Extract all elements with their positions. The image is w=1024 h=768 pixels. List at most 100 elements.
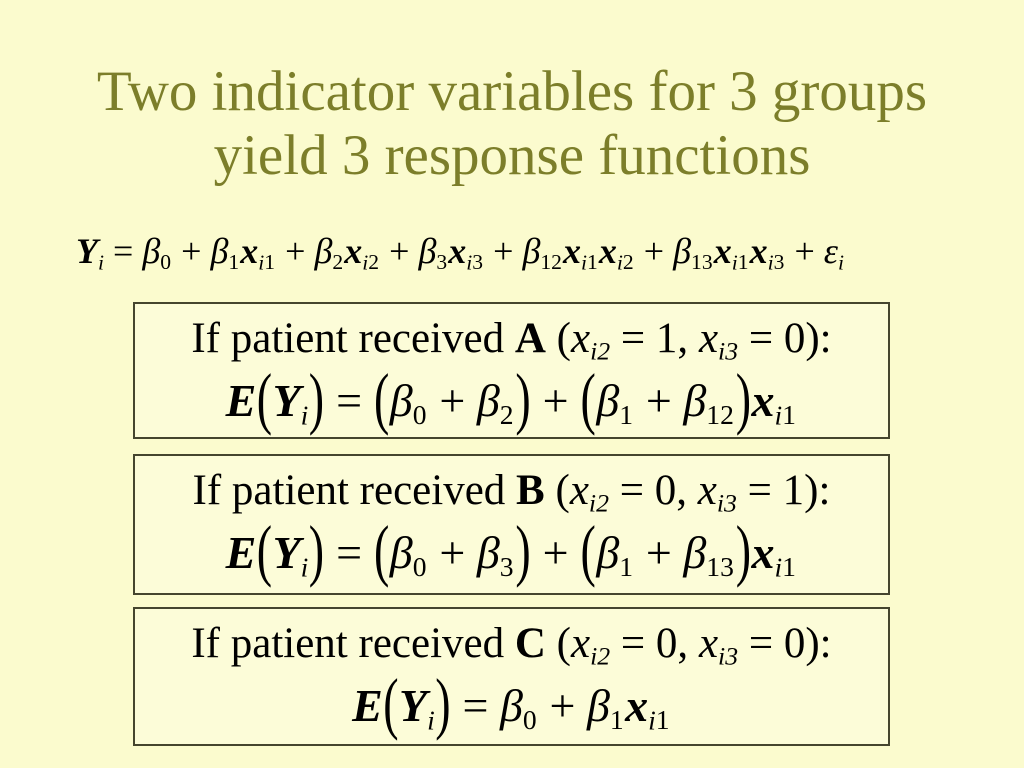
math-token: ( (373, 358, 390, 436)
math-token: i (731, 250, 738, 275)
math-token: 1 (655, 703, 670, 735)
math-token: 1 (619, 398, 634, 430)
math-token: ( (580, 358, 596, 436)
math-token: E (352, 679, 383, 731)
response-equation-b: E(Yi) = (β0 + β3) + (β1 + β13)xi1 (135, 511, 888, 588)
math-token: = 0): (738, 315, 832, 362)
math-token: x (698, 315, 719, 362)
response-equation-c: E(Yi) = β0 + β1xi1 (135, 664, 888, 741)
math-token: x (751, 526, 775, 578)
math-token: + (785, 231, 824, 271)
math-token: If patient received (191, 620, 515, 667)
math-token: ) (308, 510, 325, 588)
math-token: E (225, 526, 257, 578)
math-token: E (225, 374, 257, 426)
math-token: β (142, 231, 161, 271)
math-token: x (563, 231, 582, 271)
math-token: x (749, 231, 768, 271)
main-regression-equation: Yi = β0 + β1xi1 + β2xi2 + β3xi3 + β12xi1… (76, 230, 844, 275)
math-token: B (516, 467, 545, 514)
math-token: β (210, 231, 229, 271)
condition-text-a: If patient received A (xi2 = 1, xi3 = 0)… (135, 307, 888, 372)
math-token: β (683, 526, 707, 578)
math-token: = 1): (736, 467, 831, 514)
math-token: ( (373, 510, 390, 588)
math-token: Y (272, 374, 301, 426)
math-token: β (673, 231, 692, 271)
math-token: 13 (691, 250, 713, 275)
math-token: = (324, 526, 374, 578)
math-token: β (683, 374, 707, 426)
math-token: Y (398, 679, 428, 731)
math-token: i2 (588, 488, 609, 518)
math-token: + (427, 526, 477, 578)
math-token: 1 (782, 398, 796, 430)
math-token: i3 (716, 488, 737, 518)
math-token: x (698, 620, 719, 667)
math-token: x (713, 231, 732, 271)
math-token: x (571, 620, 591, 667)
math-token: β (596, 374, 620, 426)
math-token: + (380, 231, 419, 271)
math-token: β (476, 526, 500, 578)
math-token: β (499, 679, 523, 731)
math-token: i (300, 550, 309, 582)
math-token: 0 (160, 250, 172, 275)
math-token: = (104, 231, 143, 271)
math-token: 2 (332, 250, 344, 275)
math-token: ( (256, 510, 273, 588)
math-token: β (389, 526, 413, 578)
math-token: β (596, 526, 620, 578)
math-token: 0 (522, 703, 537, 735)
math-token: If patient received (191, 315, 515, 362)
math-token: β (418, 231, 437, 271)
math-token: A (514, 315, 546, 362)
math-token: 0 (412, 550, 427, 582)
condition-text-c: If patient received C (xi2 = 0, xi3 = 0)… (135, 612, 888, 677)
math-token: + (172, 231, 211, 271)
math-token: ) (435, 663, 451, 741)
response-equation-a: E(Yi) = (β0 + β2) + (β1 + β12)xi1 (135, 359, 888, 436)
math-token: 13 (706, 550, 734, 582)
math-token: + (538, 679, 587, 731)
math-token: + (531, 526, 581, 578)
math-token: i2 (590, 641, 611, 671)
math-token: = 0, (610, 620, 699, 667)
math-token: x (598, 231, 617, 271)
math-token: If patient received (192, 467, 517, 514)
math-token: i (767, 250, 774, 275)
math-token: + (484, 231, 523, 271)
math-token: x (571, 315, 591, 362)
math-token: i (774, 398, 783, 430)
math-token: i (648, 703, 656, 735)
math-token: i (616, 250, 623, 275)
math-token: 2 (368, 250, 380, 275)
math-token: β (389, 374, 413, 426)
math-token: x (344, 231, 363, 271)
title-line-1: Two indicator variables for 3 groups (96, 60, 928, 123)
title-line-2: yield 3 response functions (213, 124, 811, 188)
math-token: β (476, 374, 500, 426)
math-token: ) (515, 510, 531, 588)
math-token: 12 (540, 250, 562, 275)
math-token: x (751, 374, 775, 426)
math-token: ε (823, 231, 838, 271)
math-token: i (837, 250, 844, 275)
math-token: + (531, 374, 581, 426)
math-token: = 0): (738, 620, 832, 667)
math-token: i (427, 703, 435, 735)
math-token: 1 (587, 250, 598, 275)
math-token: 2 (622, 250, 634, 275)
math-token: Y (76, 231, 98, 271)
math-token: β (522, 231, 541, 271)
math-token: i (466, 250, 473, 275)
math-token: x (569, 467, 589, 514)
math-token: 3 (436, 250, 448, 275)
math-token: i3 (718, 336, 739, 366)
math-token: + (634, 231, 674, 271)
math-token: 1 (264, 250, 276, 275)
math-token: ) (735, 358, 752, 436)
math-token: + (427, 374, 477, 426)
math-token: i (98, 250, 104, 275)
